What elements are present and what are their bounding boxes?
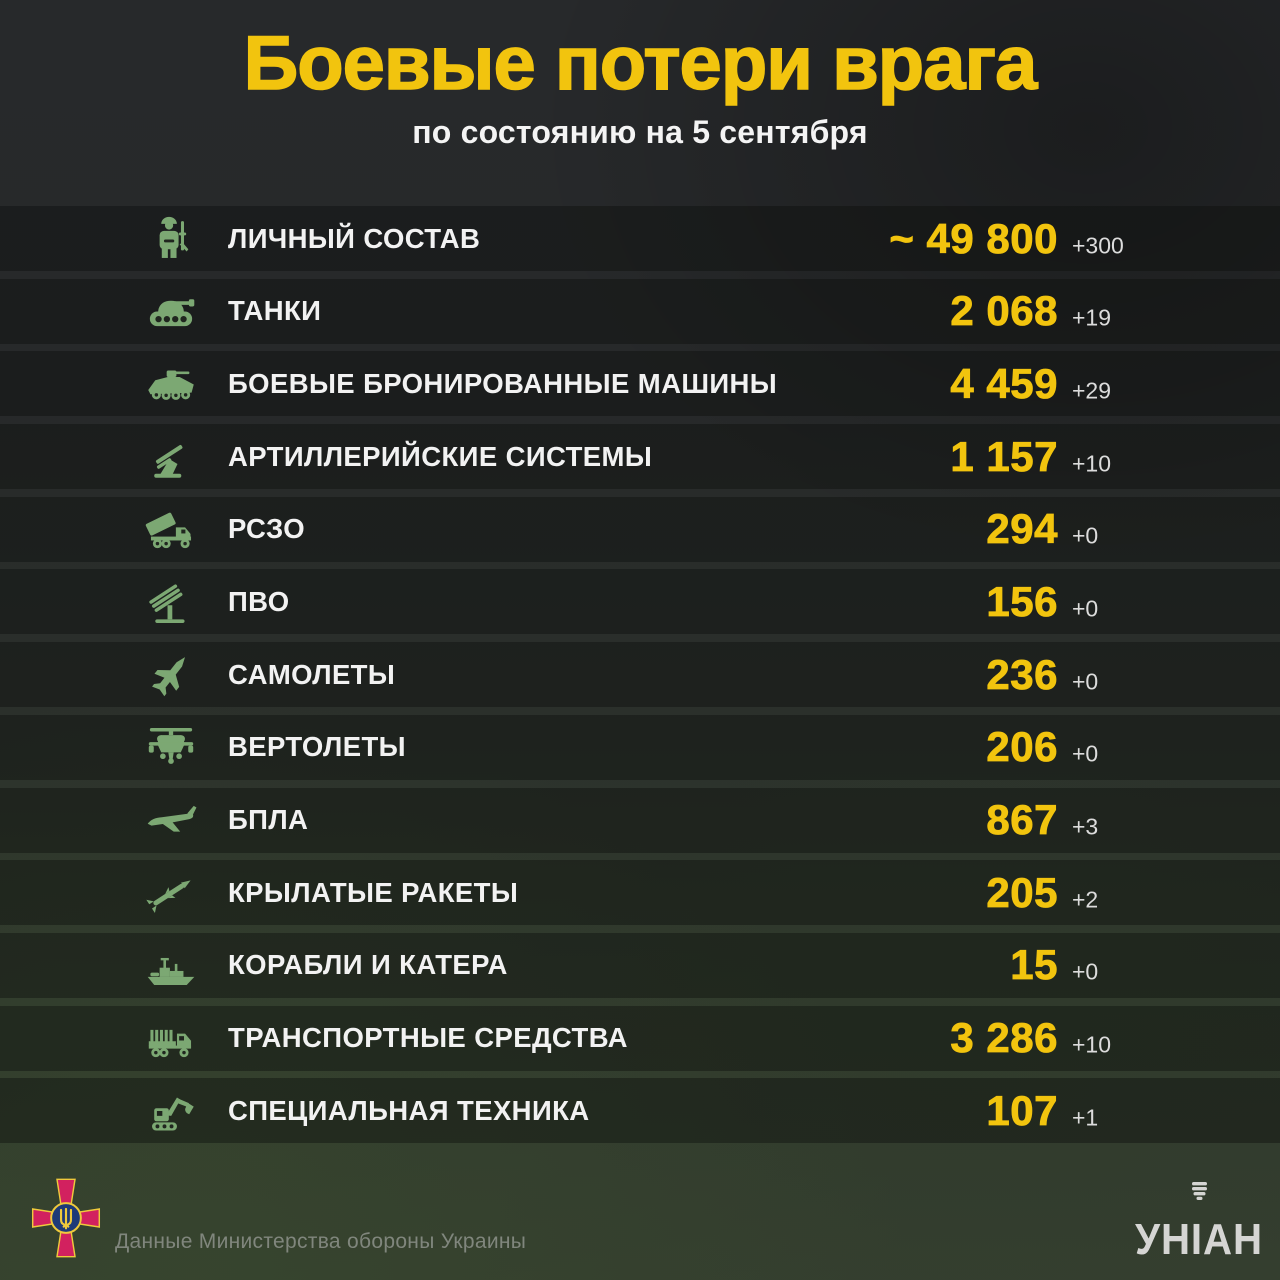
- row-delta: +0: [1072, 595, 1099, 622]
- row-label: КОРАБЛИ И КАТЕРА: [228, 949, 508, 981]
- table-row: РСЗО 294 +0: [0, 496, 1280, 562]
- row-label: БОЕВЫЕ БРОНИРОВАННЫЕ МАШИНЫ: [228, 367, 778, 399]
- artillery-icon: [142, 429, 200, 485]
- soldier-icon: [142, 211, 200, 267]
- table-row: КРЫЛАТЫЕ РАКЕТЫ 205 +2: [0, 860, 1280, 926]
- table-row: СПЕЦИАЛЬНАЯ ТЕХНИКА 107 +1: [0, 1078, 1280, 1144]
- row-value: 4 459: [950, 359, 1058, 407]
- row-label: СПЕЦИАЛЬНАЯ ТЕХНИКА: [228, 1094, 590, 1126]
- row-delta: +3: [1072, 813, 1099, 840]
- row-value: 156: [986, 577, 1058, 626]
- loss-table: ЛИЧНЫЙ СОСТАВ ~ 49 800 +300 ТАНКИ 2 068 …: [0, 206, 1280, 1151]
- row-value: 107: [986, 1086, 1058, 1134]
- row-label: САМОЛЕТЫ: [228, 658, 396, 690]
- row-value: 294: [986, 505, 1058, 553]
- row-value: ~ 49 800: [889, 214, 1058, 262]
- table-row: КОРАБЛИ И КАТЕРА 15 +0: [0, 932, 1280, 998]
- data-source-text: Данные Министерства обороны Украины: [115, 1230, 527, 1253]
- table-row: АРТИЛЛЕРИЙСКИЕ СИСТЕМЫ 1 157 +10: [0, 424, 1280, 490]
- table-row: ТАНКИ 2 068 +19: [0, 278, 1280, 344]
- table-row: ПВО 156 +0: [0, 569, 1280, 635]
- table-row: САМОЛЕТЫ 236 +0: [0, 642, 1280, 708]
- page-title: Боевые потери врага: [243, 20, 1038, 107]
- table-row: БОЕВЫЕ БРОНИРОВАННЫЕ МАШИНЫ 4 459 +29: [0, 351, 1280, 417]
- excavator-icon: [142, 1083, 200, 1139]
- table-row: БПЛА 867 +3: [0, 787, 1280, 853]
- row-value: 1 157: [950, 432, 1058, 480]
- row-label: РСЗО: [228, 513, 306, 545]
- row-label: ТРАНСПОРТНЫЕ СРЕДСТВА: [228, 1022, 628, 1054]
- tank-icon: [142, 283, 200, 339]
- cruise-missile-icon: [142, 865, 200, 921]
- ship-icon: [142, 937, 200, 993]
- row-delta: +0: [1072, 958, 1099, 985]
- row-delta: +10: [1072, 450, 1112, 477]
- table-row: ВЕРТОЛЕТЫ 206 +0: [0, 714, 1280, 780]
- row-label: КРЫЛАТЫЕ РАКЕТЫ: [228, 876, 519, 908]
- helicopter-icon: [142, 719, 200, 775]
- page-subtitle: по состоянию на 5 сентября: [412, 114, 868, 150]
- row-value: 236: [986, 650, 1058, 698]
- row-label: ВЕРТОЛЕТЫ: [228, 731, 406, 763]
- row-delta: +0: [1072, 668, 1099, 695]
- table-row: ТРАНСПОРТНЫЕ СРЕДСТВА 3 286 +10: [0, 1005, 1280, 1071]
- svg-text:УНІАН: УНІАН: [1135, 1215, 1263, 1264]
- row-delta: +2: [1072, 886, 1099, 913]
- row-delta: +19: [1072, 304, 1112, 331]
- truck-icon: [142, 1010, 200, 1066]
- row-value: 2 068: [950, 287, 1058, 335]
- row-value: 3 286: [950, 1014, 1058, 1062]
- row-delta: +29: [1072, 377, 1112, 404]
- row-label: ТАНКИ: [228, 295, 322, 327]
- table-row: ЛИЧНЫЙ СОСТАВ ~ 49 800 +300: [0, 206, 1280, 271]
- row-delta: +10: [1072, 1031, 1112, 1058]
- row-value: 205: [986, 868, 1058, 916]
- row-label: БПЛА: [228, 804, 309, 835]
- air-defense-icon: [142, 574, 200, 630]
- microphone-icon: [1192, 1182, 1207, 1200]
- mlrs-icon: [142, 501, 200, 557]
- row-delta: +0: [1072, 522, 1099, 549]
- row-delta: +0: [1072, 740, 1099, 767]
- uav-icon: [142, 792, 200, 848]
- row-label: ЛИЧНЫЙ СОСТАВ: [228, 222, 481, 254]
- row-value: 206: [986, 723, 1058, 771]
- apc-icon: [142, 356, 200, 412]
- row-label: ПВО: [228, 585, 290, 617]
- row-delta: +300: [1072, 232, 1124, 258]
- row-label: АРТИЛЛЕРИЙСКИЕ СИСТЕМЫ: [228, 440, 653, 472]
- unian-logo: УНІАН: [1135, 1182, 1263, 1264]
- row-delta: +1: [1072, 1104, 1099, 1131]
- ukraine-armed-forces-emblem-icon: [31, 1178, 101, 1258]
- jet-icon: [142, 647, 200, 703]
- row-value: 867: [986, 796, 1058, 844]
- row-value: 15: [1010, 941, 1058, 989]
